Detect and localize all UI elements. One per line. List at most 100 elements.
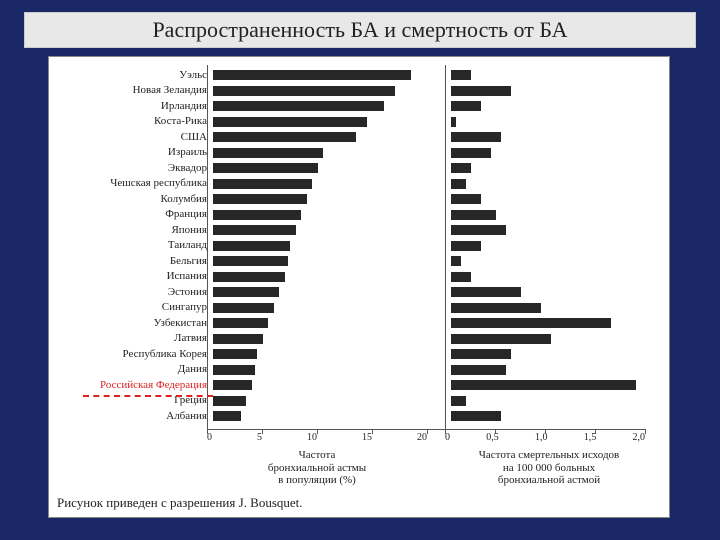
prevalence-bar: [213, 396, 246, 406]
mortality-bar: [451, 132, 501, 142]
bar-row: Сингапур: [49, 300, 669, 315]
left-track: [213, 346, 433, 361]
prevalence-bar: [213, 225, 296, 235]
mortality-bar: [451, 349, 511, 359]
category-label: Новая Зеландия: [49, 84, 213, 96]
mortality-bar: [451, 256, 461, 266]
prevalence-bar: [213, 163, 318, 173]
left-track: [213, 176, 433, 191]
bar-row: Новая Зеландия: [49, 83, 669, 98]
right-track: [451, 284, 651, 299]
left-track: [213, 253, 433, 268]
bar-row: Таиланд: [49, 238, 669, 253]
category-label: Эквадор: [49, 162, 213, 174]
mortality-bar: [451, 194, 481, 204]
prevalence-bar: [213, 303, 274, 313]
right-track: [451, 377, 651, 392]
prevalence-bar: [213, 349, 257, 359]
dual-bar-chart: УэльсНовая ЗеландияИрландияКоста-РикаСША…: [49, 57, 669, 517]
bar-row: Чешская республика: [49, 176, 669, 191]
bar-row: Уэльс: [49, 67, 669, 82]
left-track: [213, 393, 433, 408]
prevalence-bar: [213, 194, 307, 204]
right-track: [451, 269, 651, 284]
right-track: [451, 346, 651, 361]
mortality-bar: [451, 179, 466, 189]
prevalence-bar: [213, 179, 312, 189]
right-track: [451, 129, 651, 144]
bar-row: Испания: [49, 269, 669, 284]
category-label: Франция: [49, 208, 213, 220]
tick-label: 20: [417, 432, 427, 443]
bar-row: Израиль: [49, 145, 669, 160]
title-bar: Распространенность БА и смертность от БА: [24, 12, 696, 48]
axis-line-bottom: [207, 429, 645, 430]
tick-label: 0,5: [486, 432, 499, 443]
left-track: [213, 269, 433, 284]
mortality-bar: [451, 70, 471, 80]
mortality-bar: [451, 210, 496, 220]
left-track: [213, 300, 433, 315]
right-track: [451, 98, 651, 113]
category-label: Эстония: [49, 286, 213, 298]
right-track: [451, 222, 651, 237]
bar-row: Коста-Рика: [49, 114, 669, 129]
mortality-bar: [451, 101, 481, 111]
right-track: [451, 300, 651, 315]
prevalence-bar: [213, 365, 255, 375]
mortality-bar: [451, 365, 506, 375]
category-label: Таиланд: [49, 239, 213, 251]
bar-row: Эквадор: [49, 160, 669, 175]
citation-text: Рисунок приведен с разрешения J. Bousque…: [57, 495, 303, 511]
prevalence-bar: [213, 117, 367, 127]
left-track: [213, 191, 433, 206]
mortality-bar: [451, 334, 551, 344]
left-track: [213, 160, 433, 175]
mortality-bar: [451, 163, 471, 173]
bar-row: Узбекистан: [49, 315, 669, 330]
bar-row: Эстония: [49, 284, 669, 299]
right-track: [451, 393, 651, 408]
right-track: [451, 238, 651, 253]
category-label: Российская Федерация: [49, 379, 213, 391]
mortality-bar: [451, 225, 506, 235]
category-label: Албания: [49, 410, 213, 422]
left-track: [213, 145, 433, 160]
right-track: [451, 191, 651, 206]
mortality-bar: [451, 411, 501, 421]
category-label: Чешская республика: [49, 177, 213, 189]
mortality-bar: [451, 303, 541, 313]
category-label: Уэльс: [49, 69, 213, 81]
bar-row: Дания: [49, 362, 669, 377]
left-track: [213, 222, 433, 237]
right-track: [451, 331, 651, 346]
x-axis-left-label: Частота бронхиальной астмы в популяции (…: [207, 449, 427, 487]
mortality-bar: [451, 287, 521, 297]
category-label: Коста-Рика: [49, 115, 213, 127]
bar-rows: УэльсНовая ЗеландияИрландияКоста-РикаСША…: [49, 67, 669, 424]
category-label: Бельгия: [49, 255, 213, 267]
bar-row: США: [49, 129, 669, 144]
bar-row: Российская Федерация: [49, 377, 669, 392]
bar-row: Франция: [49, 207, 669, 222]
right-track: [451, 114, 651, 129]
right-track: [451, 67, 651, 82]
mortality-bar: [451, 117, 456, 127]
page-title: Распространенность БА и смертность от БА: [152, 17, 567, 42]
prevalence-bar: [213, 70, 411, 80]
category-label: Латвия: [49, 332, 213, 344]
mortality-bar: [451, 380, 636, 390]
prevalence-bar: [213, 380, 252, 390]
prevalence-bar: [213, 148, 323, 158]
left-track: [213, 284, 433, 299]
right-track: [451, 315, 651, 330]
category-label: Испания: [49, 270, 213, 282]
right-track: [451, 176, 651, 191]
prevalence-bar: [213, 86, 395, 96]
left-track: [213, 83, 433, 98]
prevalence-bar: [213, 256, 288, 266]
right-track: [451, 408, 651, 423]
bar-row: Колумбия: [49, 191, 669, 206]
prevalence-bar: [213, 132, 356, 142]
bar-row: Япония: [49, 222, 669, 237]
